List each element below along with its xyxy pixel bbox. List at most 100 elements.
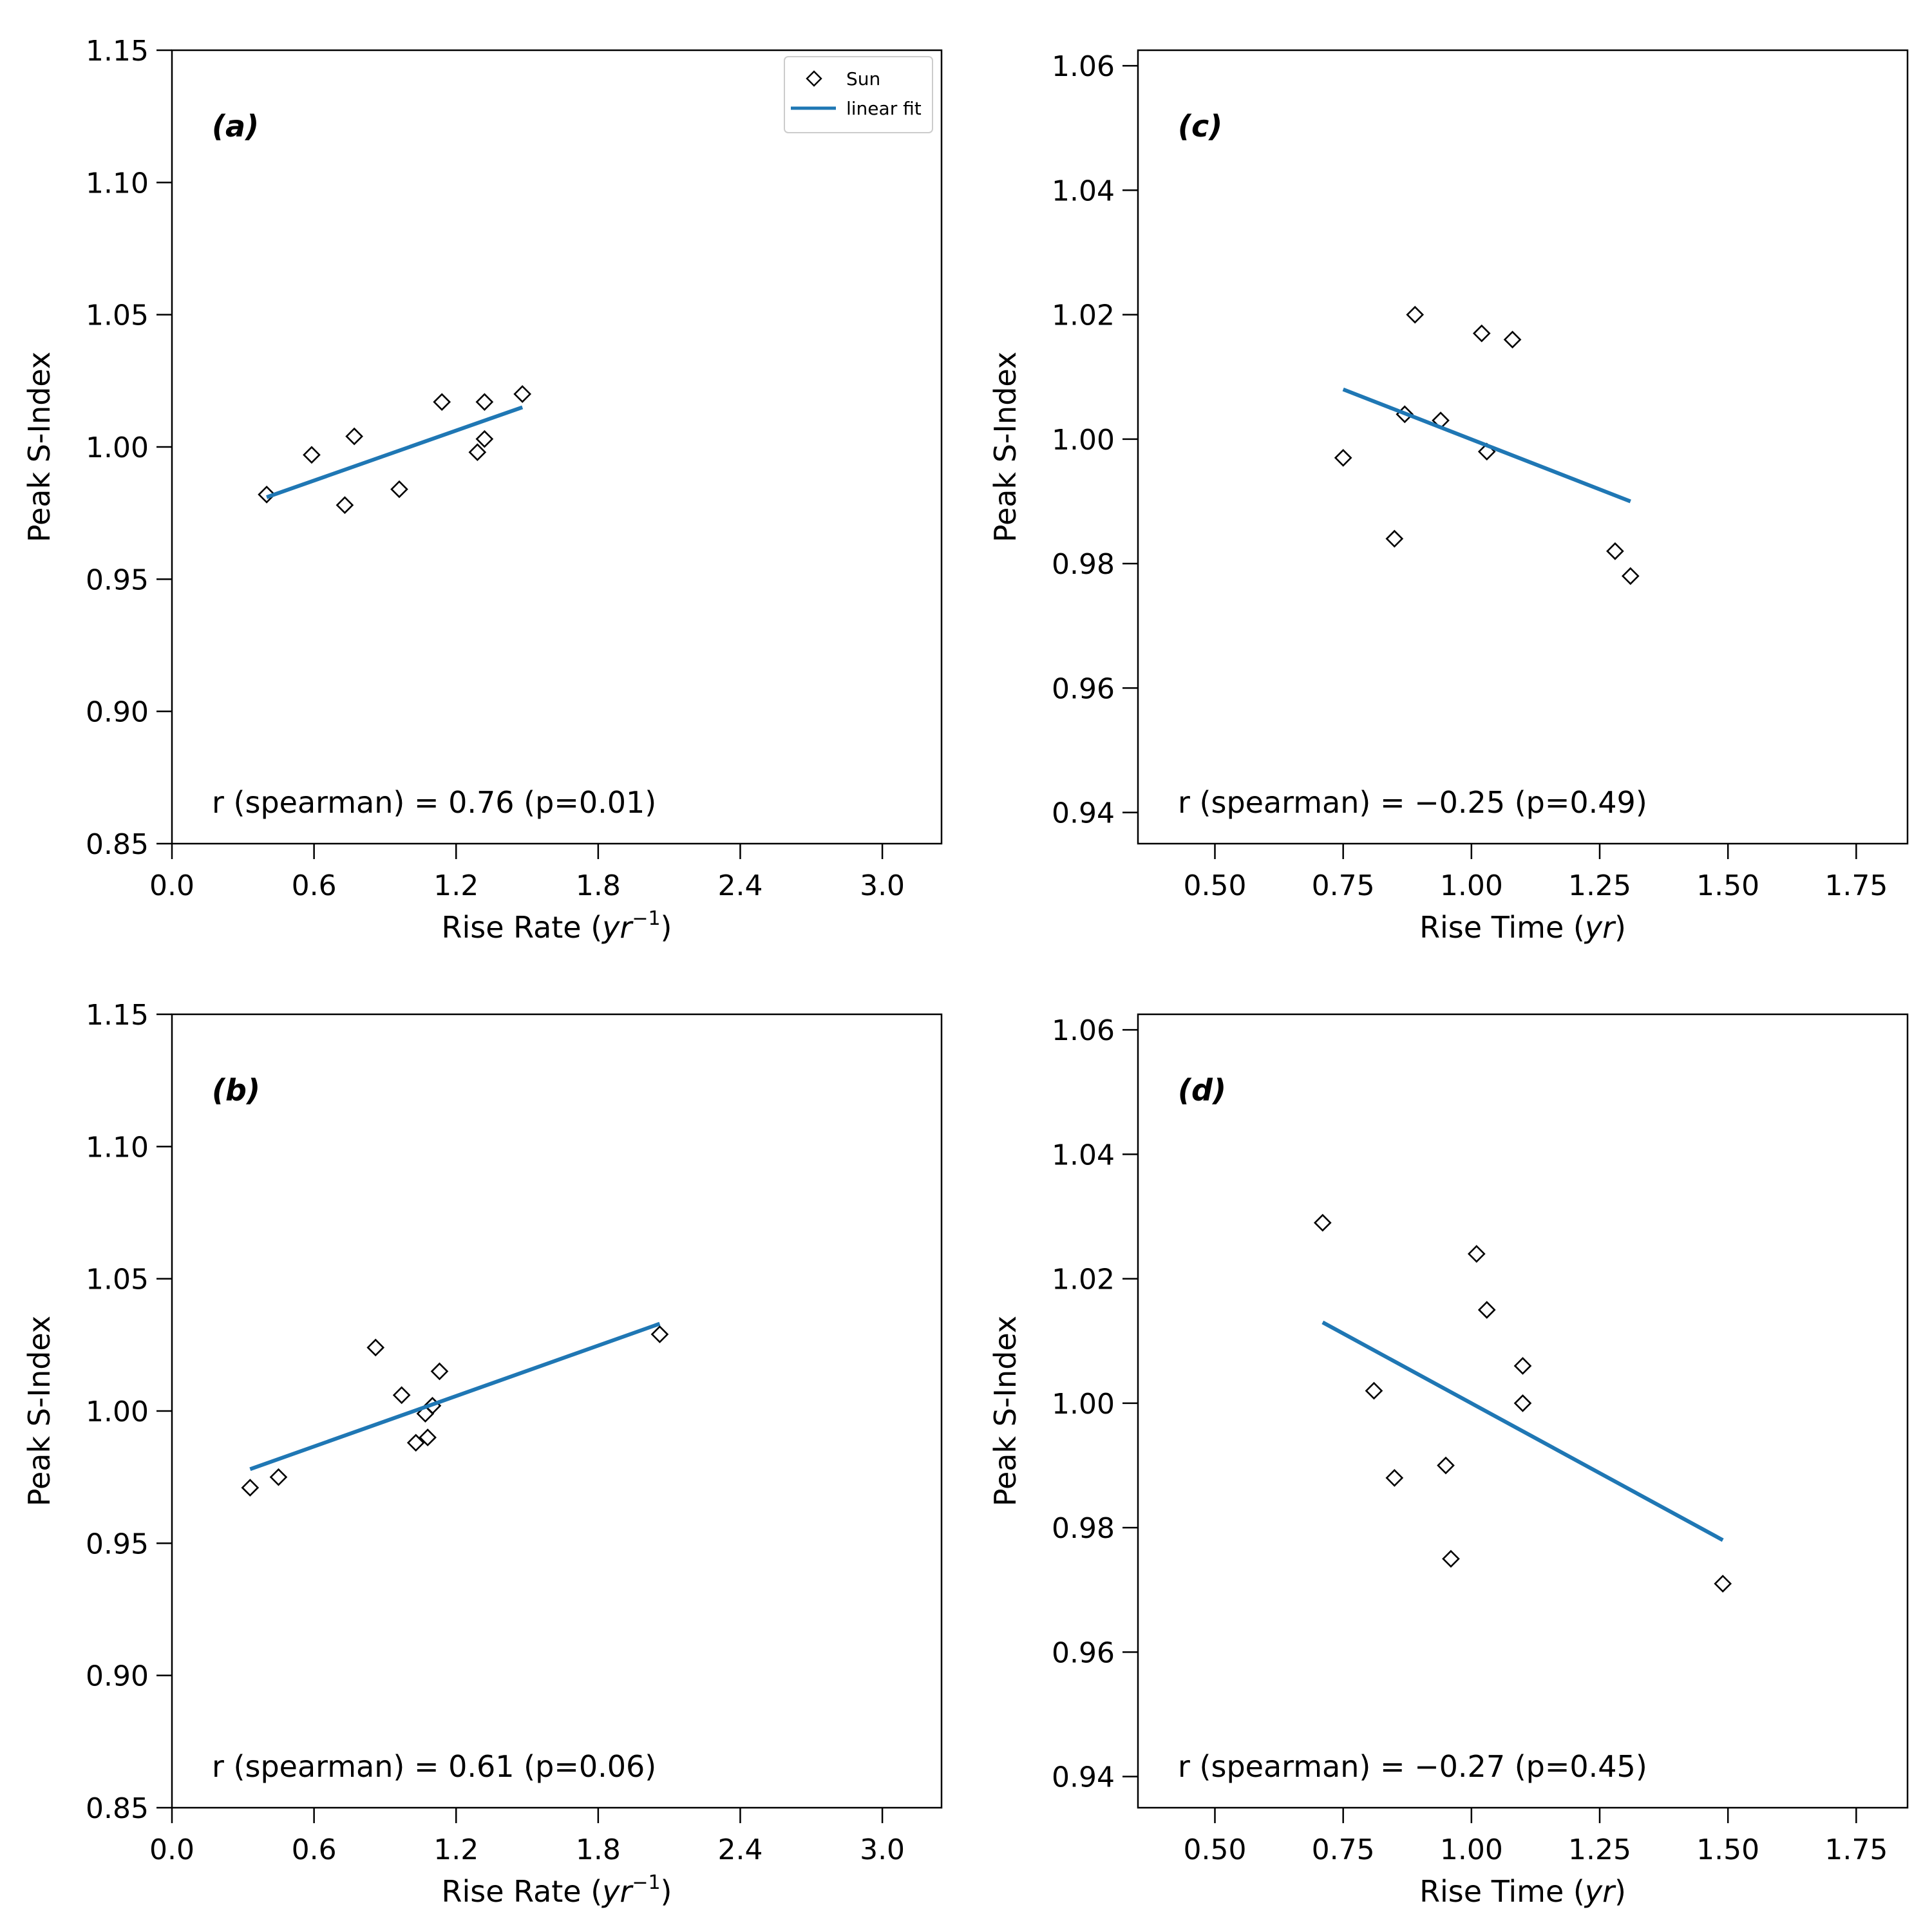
x-axis-label-exponent: −1 bbox=[632, 1871, 660, 1894]
x-tick-label: 1.25 bbox=[1568, 869, 1631, 902]
x-tick-label: 1.8 bbox=[576, 1833, 621, 1866]
panel-b: 0.0 0.6 1.2 1.8 2.4 3.0 0.85 0.90 0.95 1.00 1.05 1.… bbox=[22, 999, 943, 1909]
y-tick-label: 0.85 bbox=[86, 828, 149, 861]
panel-label: (d) bbox=[1178, 1073, 1226, 1108]
data-point-sun bbox=[433, 393, 451, 412]
panel-d: 0.50 0.75 1.00 1.25 1.50 1.75 0.94 0.96 0.98 1.00… bbox=[988, 1013, 1909, 1909]
linear-fit-line bbox=[249, 1321, 661, 1472]
x-tick-label: 0.0 bbox=[149, 1833, 194, 1866]
x-tick-label: 1.2 bbox=[433, 1833, 478, 1866]
x-tick-label: 1.00 bbox=[1440, 1833, 1503, 1866]
data-point-sun bbox=[1334, 449, 1352, 467]
y-tick-label: 1.15 bbox=[86, 999, 149, 1032]
panel-c: 0.50 0.75 1.00 1.25 1.50 1.75 0.94 0.96 0.98 1.00… bbox=[988, 49, 1909, 945]
panel-label: (a) bbox=[212, 109, 259, 144]
y-tick-label: 0.98 bbox=[1052, 548, 1115, 581]
y-tick-label: 0.94 bbox=[1052, 797, 1115, 830]
linear-fit-line bbox=[1342, 387, 1631, 504]
data-point-sun bbox=[1513, 1357, 1532, 1375]
spearman-stat-text: r (spearman) = −0.27 (p=0.45) bbox=[1178, 1749, 1647, 1784]
data-point-sun bbox=[1503, 330, 1522, 349]
y-tick-label: 1.10 bbox=[86, 1131, 149, 1164]
y-tick-label: 1.05 bbox=[86, 1264, 149, 1296]
y-tick-label: 1.15 bbox=[86, 35, 149, 68]
linear-fit-line bbox=[1321, 1320, 1724, 1542]
x-tick-label: 0.6 bbox=[292, 1833, 337, 1866]
data-point-sun bbox=[419, 1428, 437, 1446]
x-tick-label: 2.4 bbox=[717, 869, 762, 902]
x-tick-label: 1.00 bbox=[1440, 869, 1503, 902]
data-point-sun bbox=[475, 430, 494, 448]
x-axis-label: Rise Time (yr) bbox=[1419, 1874, 1626, 1909]
y-tick-label: 0.96 bbox=[1052, 672, 1115, 705]
y-tick-label: 1.06 bbox=[1052, 1014, 1115, 1047]
x-axis-label: Rise Time (yr) bbox=[1419, 910, 1626, 945]
y-axis-label: Peak S-Index bbox=[988, 1316, 1023, 1506]
y-tick-label: 1.02 bbox=[1052, 1264, 1115, 1296]
data-point-sun bbox=[241, 1479, 260, 1497]
spearman-stat-text: r (spearman) = 0.61 (p=0.06) bbox=[212, 1749, 656, 1784]
data-point-sun bbox=[650, 1325, 669, 1343]
data-point-sun bbox=[303, 446, 321, 464]
data-point-sun bbox=[475, 393, 494, 412]
plot-grid: 0.0 0.6 1.2 1.8 2.4 3.0 0.85 0.90 0.95 1.00 1.05 1.… bbox=[22, 35, 1909, 1909]
data-point-sun bbox=[1477, 1301, 1496, 1319]
y-tick-label: 0.85 bbox=[86, 1792, 149, 1825]
x-tick-label: 0.75 bbox=[1312, 869, 1375, 902]
legend-label-sun: Sun bbox=[846, 68, 880, 90]
spearman-stat-text: r (spearman) = −0.25 (p=0.49) bbox=[1178, 785, 1647, 820]
y-axis-label: Peak S-Index bbox=[22, 352, 57, 542]
y-tick-label: 1.00 bbox=[1052, 1388, 1115, 1421]
x-axis-label-close: ) bbox=[661, 1874, 672, 1909]
data-point-sun bbox=[406, 1434, 425, 1452]
axes-frame bbox=[1137, 1013, 1909, 1809]
x-axis-label-close: ) bbox=[1615, 1874, 1626, 1909]
data-point-sun bbox=[1365, 1381, 1383, 1400]
y-tick-label: 0.94 bbox=[1052, 1761, 1115, 1794]
data-point-sun bbox=[1467, 1245, 1486, 1263]
x-tick-label: 1.25 bbox=[1568, 1833, 1631, 1866]
data-point-sun bbox=[336, 496, 354, 515]
x-axis-label-unit: yr bbox=[601, 910, 634, 945]
x-axis-label-text: Rise Time ( bbox=[1419, 1874, 1585, 1909]
data-point-sun bbox=[366, 1338, 385, 1357]
x-tick-label: 1.50 bbox=[1696, 869, 1759, 902]
x-tick-label: 1.75 bbox=[1824, 1833, 1888, 1866]
x-tick-label: 1.8 bbox=[576, 869, 621, 902]
y-tick-label: 1.05 bbox=[86, 299, 149, 332]
x-tick-label: 0.50 bbox=[1184, 869, 1247, 902]
x-axis-label-text: Rise Time ( bbox=[1419, 910, 1585, 945]
data-point-sun bbox=[258, 486, 276, 504]
x-tick-label: 0.6 bbox=[292, 869, 337, 902]
x-axis-label-unit: yr bbox=[601, 1874, 634, 1909]
data-point-sun bbox=[1621, 567, 1640, 585]
y-tick-label: 1.06 bbox=[1052, 50, 1115, 83]
x-axis-label-close: ) bbox=[1615, 910, 1626, 945]
data-point-sun bbox=[269, 1468, 288, 1486]
x-axis-label-exponent: −1 bbox=[632, 907, 660, 930]
data-point-sun bbox=[1472, 324, 1491, 343]
x-tick-label: 2.4 bbox=[717, 1833, 762, 1866]
x-tick-label: 3.0 bbox=[860, 1833, 905, 1866]
data-point-sun bbox=[345, 427, 363, 446]
y-tick-label: 1.04 bbox=[1052, 175, 1115, 207]
panel-label: (c) bbox=[1178, 109, 1222, 144]
y-tick-label: 1.00 bbox=[86, 1396, 149, 1428]
data-point-sun bbox=[1606, 542, 1624, 560]
x-axis-label-text: Rise Rate ( bbox=[441, 1874, 602, 1909]
y-tick-label: 0.90 bbox=[86, 1660, 149, 1693]
x-tick-label: 0.0 bbox=[149, 869, 194, 902]
x-axis-label-text: Rise Rate ( bbox=[441, 910, 602, 945]
data-point-sun bbox=[1385, 1469, 1404, 1487]
y-tick-label: 0.95 bbox=[86, 564, 149, 596]
data-point-sun bbox=[1313, 1213, 1332, 1232]
x-tick-label: 3.0 bbox=[860, 869, 905, 902]
data-point-sun bbox=[1437, 1456, 1455, 1475]
y-tick-label: 0.95 bbox=[86, 1528, 149, 1560]
data-point-sun bbox=[1442, 1549, 1460, 1568]
panel-label: (b) bbox=[212, 1073, 260, 1108]
data-point-sun bbox=[1513, 1394, 1532, 1412]
y-tick-label: 1.00 bbox=[86, 431, 149, 464]
axes-frame bbox=[171, 49, 943, 845]
